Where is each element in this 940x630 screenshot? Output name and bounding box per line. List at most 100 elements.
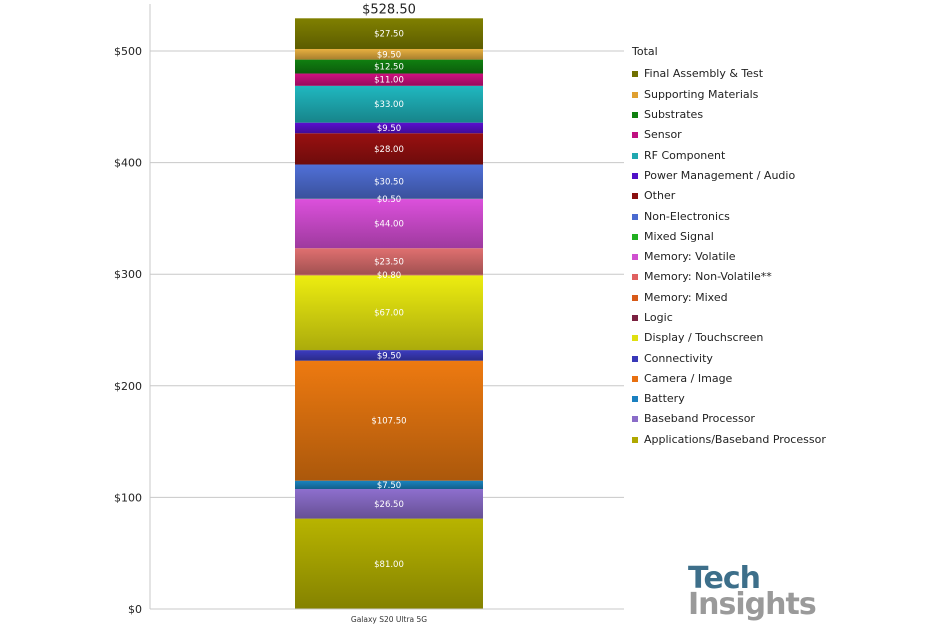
bar-segments (295, 18, 483, 609)
legend-swatch (632, 233, 638, 240)
y-tick-label: $400 (114, 157, 142, 170)
legend-item: Other (632, 186, 826, 206)
legend-item: Baseband Processor (632, 409, 826, 429)
techinsights-logo: Tech Insights (688, 561, 817, 622)
segment-value-label: $11.00 (374, 76, 404, 86)
legend-swatch (632, 213, 638, 220)
legend-swatch (632, 71, 638, 78)
legend-item: Mixed Signal (632, 227, 826, 247)
segment-value-label: $12.50 (374, 63, 404, 73)
bar-segment (295, 274, 483, 276)
legend: Total Final Assembly & Test Supporting Ma… (632, 44, 826, 450)
bar-segment (295, 360, 483, 481)
x-axis: Galaxy S20 Ultra 5G (150, 608, 624, 624)
legend-label: Memory: Non-Volatile** (644, 270, 772, 284)
legend-item: Memory: Non-Volatile** (632, 267, 826, 287)
y-tick-label: $100 (114, 491, 142, 504)
legend-swatch (632, 91, 638, 98)
segment-value-label: $44.00 (374, 220, 404, 230)
segment-value-label: $28.00 (374, 145, 404, 155)
legend-label: Battery (644, 392, 685, 406)
legend-item: Display / Touchscreen (632, 328, 826, 348)
bar-segment (295, 480, 483, 490)
segment-value-label: $0.80 (377, 271, 401, 281)
segment-value-label: $26.50 (374, 500, 404, 510)
legend-swatch (632, 315, 638, 321)
legend-swatch (632, 152, 638, 159)
segment-value-label: $67.00 (374, 309, 404, 319)
legend-swatch (632, 294, 638, 301)
legend-swatch (632, 193, 638, 200)
legend-label: Non-Electronics (644, 209, 730, 223)
legend-item: Final Assembly & Test (632, 64, 826, 84)
legend-swatch (632, 375, 638, 382)
y-tick-label: $0 (128, 603, 142, 616)
legend-swatch (632, 254, 638, 261)
legend-label: Memory: Volatile (644, 250, 736, 264)
legend-label: Memory: Mixed (644, 290, 728, 304)
segment-value-label: $7.50 (377, 481, 401, 491)
bar-segment (295, 198, 483, 200)
y-tick-label: $500 (114, 45, 142, 58)
legend-item: Applications/Baseband Processor (632, 430, 826, 450)
legend-item: Sensor (632, 125, 826, 145)
legend-label: Applications/Baseband Processor (644, 432, 826, 446)
legend-swatch (632, 274, 638, 281)
segment-value-label: $81.00 (374, 560, 404, 570)
legend-label: Power Management / Audio (644, 168, 796, 182)
bar-segment (295, 199, 483, 249)
legend-label: Mixed Signal (644, 229, 714, 243)
y-tick-label: $200 (114, 380, 142, 393)
legend-label: Sensor (644, 128, 682, 142)
segment-value-label: $9.50 (377, 351, 401, 361)
bar-segment (295, 73, 483, 86)
segment-labels: $81.00 $26.50 $7.50 $107.50 $9.50 $67.00 $0.80… (362, 2, 416, 570)
legend-label: Logic (644, 311, 673, 324)
legend-swatch (632, 416, 638, 423)
legend-label: Baseband Processor (644, 412, 755, 426)
x-category-label: Galaxy S20 Ultra 5G (351, 615, 427, 624)
legend-label: Connectivity (644, 351, 713, 365)
segment-value-label: $9.50 (377, 50, 401, 60)
segment-value-label: $23.50 (374, 257, 404, 267)
legend-label: Display / Touchscreen (644, 331, 764, 345)
legend-item: Logic (632, 308, 826, 328)
segment-value-label: $33.00 (374, 100, 404, 110)
legend-label: Substrates (644, 108, 704, 122)
legend-swatch (632, 132, 638, 139)
legend-item: Camera / Image (632, 369, 826, 389)
legend-item: Non-Electronics (632, 206, 826, 226)
bar-segment (295, 59, 483, 74)
segment-value-label: $30.50 (374, 178, 404, 188)
bar-segment (295, 489, 483, 519)
legend-item: Power Management / Audio (632, 166, 826, 186)
legend-label: Final Assembly & Test (644, 67, 764, 81)
legend-item: Substrates (632, 105, 826, 125)
legend-swatch (632, 396, 638, 403)
legend-label: Supporting Materials (644, 87, 759, 101)
logo-line2: Insights (688, 587, 817, 622)
bar-segment (295, 48, 483, 60)
legend-item: RF Component (632, 145, 826, 165)
bar-segment (295, 133, 483, 165)
bar-segment (295, 122, 483, 134)
legend-label: RF Component (644, 148, 726, 162)
bar-segment (295, 164, 483, 199)
bar-segment (295, 18, 483, 49)
y-axis: $0 $100 $200 $300 $400 $500 (114, 4, 151, 616)
bar-segment (295, 275, 483, 351)
legend-item: Battery (632, 389, 826, 409)
segment-value-label: $107.50 (371, 417, 406, 427)
legend-swatch (632, 436, 638, 443)
legend-label: Camera / Image (644, 371, 733, 385)
bar-segment (295, 248, 483, 275)
segment-value-label: $9.50 (377, 124, 401, 134)
bar-segment (295, 518, 483, 609)
legend-label: Other (644, 189, 676, 203)
logo-line1: Tech (688, 561, 761, 596)
segment-value-label: $27.50 (374, 30, 404, 40)
segment-value-label: $0.50 (377, 195, 401, 205)
legend-item: Connectivity (632, 348, 826, 368)
legend-swatch (632, 112, 638, 119)
